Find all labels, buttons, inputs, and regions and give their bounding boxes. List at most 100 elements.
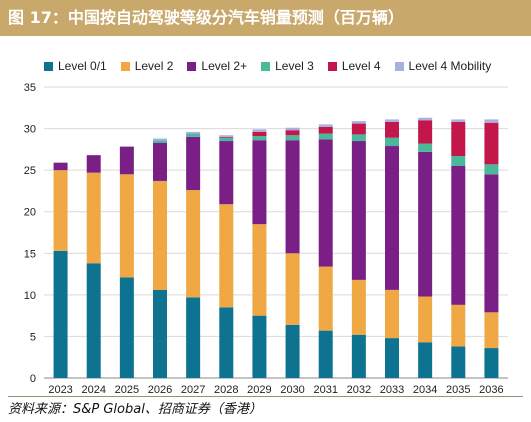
bar-segment [119,174,134,278]
bar-segment [318,126,333,134]
bar-segment [186,297,201,378]
bar-segment [385,121,399,138]
y-tick-label: 25 [24,165,36,177]
x-tick-label: 2035 [446,384,470,396]
bar-segment [484,122,499,165]
bar-segment [53,170,68,251]
x-tick-label: 2025 [115,384,139,396]
bar-segment [119,146,134,175]
bar-segment [153,138,167,141]
legend-swatch [187,61,197,71]
y-tick-label: 30 [24,124,36,136]
bar-segment [385,137,399,147]
legend-item: Level 3 [261,59,314,73]
bar-segment [385,119,399,122]
bar-segment [351,123,366,135]
bar-segment [153,142,167,181]
bar-segment [252,224,267,316]
bar-segment [219,136,234,138]
x-tick-label: 2030 [280,384,304,396]
y-tick-label: 10 [24,290,36,302]
x-tick-label: 2034 [413,384,437,396]
bar-segment [418,117,433,121]
bar-segment [186,133,201,137]
bar-segment [186,136,201,191]
bar-segment [252,131,267,137]
bar-segment [252,140,267,225]
bar-segment [153,289,167,378]
bar-segment [219,135,234,137]
x-tick-label: 2028 [214,384,238,396]
legend-label: Level 4 Mobility [408,59,492,73]
legend-item: Level 0/1 [44,59,107,73]
bar-segment [285,253,300,325]
bar-segment [285,127,300,131]
bar-segment [53,250,68,378]
bar-segment [351,141,366,280]
x-tick-label: 2032 [347,384,371,396]
x-tick-label: 2031 [313,384,337,396]
bar-segment [418,120,433,144]
legend-label: Level 0/1 [58,59,107,73]
bar-segment [451,346,466,378]
source-note: 资料来源：S&P Global、招商证券（香港） [8,396,523,421]
bar-segment [186,190,201,298]
bar-segment [86,263,101,378]
x-tick-label: 2027 [181,384,205,396]
bar-segment [385,289,399,339]
bar-segment [418,143,433,152]
bar-segment [318,139,333,267]
legend-item: Level 4 [327,59,381,73]
bar-segment [219,137,234,142]
legend-label: Level 2+ [201,59,248,73]
bar-segment [351,134,366,142]
legend-item: Level 2 [120,59,173,73]
bar-segment [484,164,499,175]
bar-segment [86,155,101,173]
x-tick-label: 2026 [148,384,172,396]
bar-segment [418,296,433,343]
legend-label: Level 3 [275,59,314,73]
bar-segment [219,141,234,205]
bar-segment [53,162,68,171]
legend-swatch [44,61,53,71]
bar-segment [186,131,201,134]
bar-segment [219,204,234,308]
bar-segment [484,312,499,349]
bar-segment [418,342,433,378]
y-tick-label: 35 [24,82,36,94]
bar-segment [451,119,466,122]
y-tick-label: 15 [24,248,36,260]
x-tick-label: 2023 [48,384,72,396]
legend-swatch [261,61,271,71]
x-tick-label: 2036 [479,384,503,396]
x-tick-label: 2033 [380,384,404,396]
bar-segment [351,121,366,124]
bar-segment [351,334,366,378]
bar-segment [285,140,300,254]
chart-legend: Level 0/1 Level 2 Level 2+ Level 3 Level 4 Le… [44,58,531,74]
bar-segment [351,279,366,335]
bar-segment [153,140,167,143]
bar-segment [484,348,499,378]
bar-segment [484,174,499,313]
bar-segment [385,146,399,290]
bar-segment [219,307,234,378]
bar-segment [385,338,399,378]
bar-segment [252,129,267,132]
bar-segment [318,133,333,140]
legend-swatch [394,61,404,71]
bar-segment [119,146,134,147]
bar-segment [451,304,466,347]
figure-title: 图 17：中国按自动驾驶等级分汽车销量预测（百万辆） [0,0,531,36]
legend-item: Level 4 Mobility [394,59,492,73]
bar-segment [484,119,499,123]
bar-segment [153,180,167,290]
bar-segment [285,130,300,136]
bar-segment [451,121,466,157]
x-tick-label: 2029 [247,384,271,396]
bar-segment [451,156,466,166]
y-tick-label: 20 [24,207,36,219]
bar-segment [119,277,134,378]
